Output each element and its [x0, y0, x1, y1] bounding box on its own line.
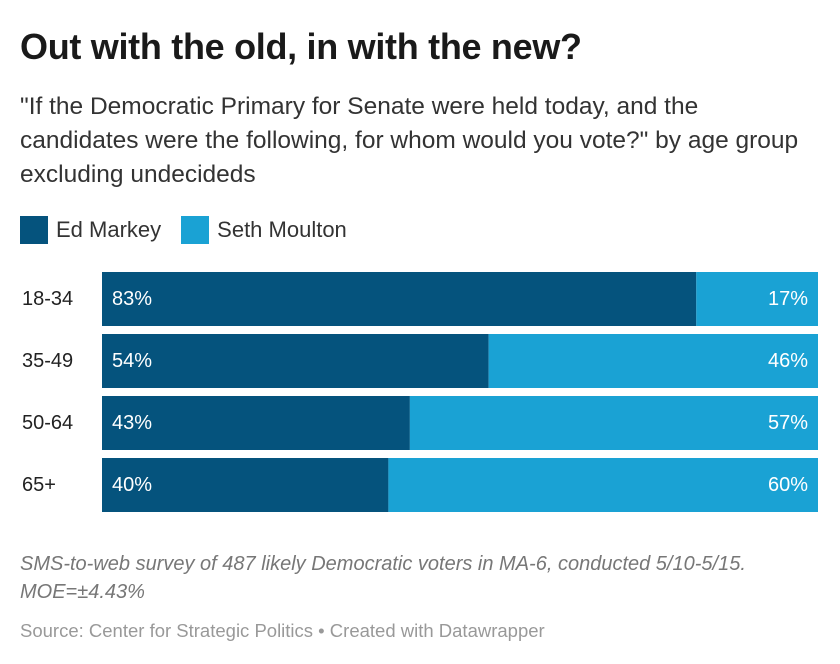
legend-item-seth-moulton: Seth Moulton — [181, 216, 347, 244]
chart-subtitle: "If the Democratic Primary for Senate we… — [20, 93, 799, 188]
bar-row: 18-34 83% 17% — [22, 272, 818, 326]
category-label: 18-34 — [22, 288, 73, 310]
bar-ed-markey — [102, 458, 389, 512]
bar-seth-moulton — [488, 334, 818, 388]
category-label: 35-49 — [22, 350, 73, 372]
stacked-bar-chart: 18-34 83% 17%35-49 54% 46%50-64 43% 57%65+ 40% 6… — [22, 272, 818, 512]
data-label-ed-markey: 40% — [112, 474, 152, 496]
legend-swatch-seth-moulton — [181, 216, 210, 244]
legend-item-ed-markey: Ed Markey — [20, 216, 161, 244]
bar-ed-markey — [102, 396, 410, 450]
bar-row: 50-64 43% 57% — [22, 396, 818, 450]
bar-ed-markey — [102, 272, 697, 326]
bar-seth-moulton — [388, 458, 818, 512]
bar-row: 35-49 54% 46% — [22, 334, 818, 388]
chart-title: Out with the old, in with the new? — [20, 26, 582, 67]
data-label-ed-markey: 43% — [112, 412, 152, 434]
bar-ed-markey — [102, 334, 489, 388]
chart-footnote: SMS-to-web survey of 487 likely Democrat… — [20, 553, 746, 603]
category-label: 65+ — [22, 474, 56, 496]
bar-seth-moulton — [409, 396, 818, 450]
category-label: 50-64 — [22, 412, 73, 434]
bar-row: 65+ 40% 60% — [22, 458, 818, 512]
data-label-seth-moulton: 57% — [768, 412, 808, 434]
data-label-seth-moulton: 60% — [768, 474, 808, 496]
legend-label-ed-markey: Ed Markey — [56, 217, 162, 242]
legend: Ed Markey Seth Moulton — [20, 216, 367, 244]
legend-swatch-ed-markey — [20, 216, 48, 244]
bar-seth-moulton — [696, 272, 818, 326]
data-label-ed-markey: 54% — [112, 350, 152, 372]
data-label-seth-moulton: 46% — [768, 350, 808, 372]
data-label-seth-moulton: 17% — [768, 288, 808, 310]
chart-source: Source: Center for Strategic Politics • … — [20, 620, 545, 641]
legend-label-seth-moulton: Seth Moulton — [217, 217, 347, 242]
data-label-ed-markey: 83% — [112, 288, 152, 310]
